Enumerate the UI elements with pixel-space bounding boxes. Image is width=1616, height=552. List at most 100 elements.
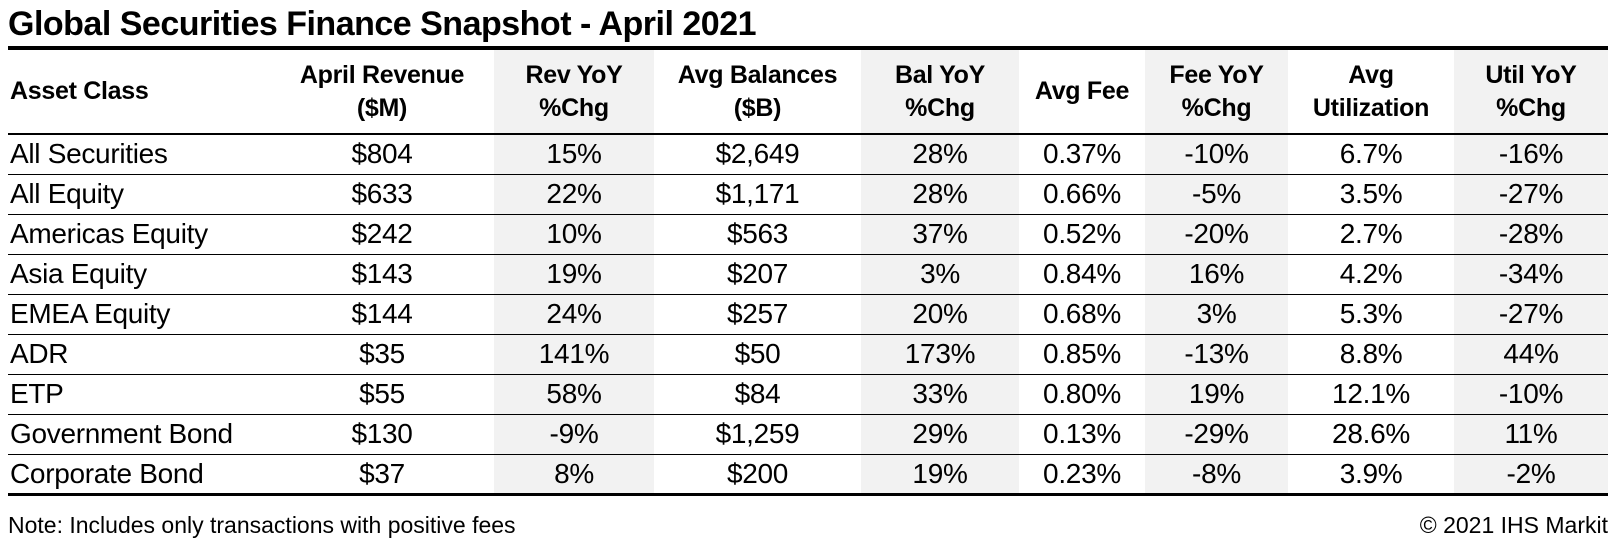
cell-bal-yoy: 19%	[861, 454, 1019, 494]
table-row-etp: ETP $55 58% $84 33% 0.80% 19% 12.1% -10%	[8, 374, 1608, 414]
footer: Note: Includes only transactions with po…	[8, 496, 1608, 552]
cell-rev-yoy: 141%	[494, 334, 654, 374]
cell-util-yoy: -10%	[1454, 374, 1608, 414]
cell-asset-class: Americas Equity	[10, 218, 208, 249]
cell-avg-fee: 0.85%	[1043, 338, 1121, 369]
page-title: Global Securities Finance Snapshot - Apr…	[8, 0, 1608, 50]
cell-util-yoy: -34%	[1454, 254, 1608, 294]
cell-rev-yoy: 8%	[494, 454, 654, 494]
cell-asset-class: ETP	[10, 378, 64, 409]
copyright-notice: © 2021 IHS Markit	[1419, 512, 1608, 539]
cell-revenue: $37	[359, 457, 405, 489]
cell-balances: $84	[734, 378, 781, 409]
table-row-all-equity: All Equity $633 22% $1,171 28% 0.66% -5%…	[8, 174, 1608, 214]
cell-balances: $257	[726, 298, 789, 329]
cell-revenue: $804	[351, 138, 413, 170]
cell-balances: $563	[726, 218, 789, 249]
col-header-avg-utilization: Avg Utilization	[1312, 60, 1430, 122]
cell-revenue: $55	[359, 378, 405, 409]
cell-asset-class: All Securities	[10, 138, 168, 170]
cell-revenue: $242	[351, 218, 413, 249]
cell-bal-yoy: 33%	[861, 374, 1019, 414]
cell-rev-yoy: -9%	[494, 414, 654, 454]
cell-asset-class: Corporate Bond	[10, 457, 204, 489]
cell-revenue: $633	[351, 178, 413, 209]
col-header-asset-class: Asset Class	[10, 77, 149, 105]
col-header-rev-yoy: Rev YoY %Chg	[494, 50, 654, 134]
cell-rev-yoy: 15%	[494, 134, 654, 174]
cell-fee-yoy: -20%	[1145, 214, 1288, 254]
cell-asset-class: Asia Equity	[10, 258, 147, 289]
cell-avg-utilization: 3.9%	[1339, 457, 1403, 489]
securities-finance-table: Asset Class April Revenue ($M) Rev YoY %Ch…	[8, 50, 1608, 496]
cell-util-yoy: -28%	[1454, 214, 1608, 254]
cell-fee-yoy: -8%	[1145, 454, 1288, 494]
cell-fee-yoy: 19%	[1145, 374, 1288, 414]
cell-fee-yoy: -5%	[1145, 174, 1288, 214]
cell-revenue: $144	[351, 298, 413, 329]
cell-avg-utilization: 12.1%	[1332, 378, 1410, 409]
cell-avg-utilization: 2.7%	[1339, 218, 1403, 249]
cell-avg-fee: 0.66%	[1043, 178, 1121, 209]
col-header-april-revenue: April Revenue ($M)	[299, 60, 465, 122]
table-row-asia-equity: Asia Equity $143 19% $207 3% 0.84% 16% 4…	[8, 254, 1608, 294]
cell-avg-fee: 0.68%	[1043, 298, 1121, 329]
cell-bal-yoy: 29%	[861, 414, 1019, 454]
col-header-fee-yoy: Fee YoY %Chg	[1145, 50, 1288, 134]
cell-avg-utilization: 5.3%	[1339, 298, 1403, 329]
header-row: Asset Class April Revenue ($M) Rev YoY %Ch…	[8, 50, 1608, 134]
cell-avg-utilization: 6.7%	[1339, 138, 1403, 170]
col-header-avg-fee: Avg Fee	[1034, 77, 1130, 105]
cell-util-yoy: -2%	[1454, 454, 1608, 494]
cell-bal-yoy: 28%	[861, 174, 1019, 214]
footnote: Note: Includes only transactions with po…	[8, 512, 516, 539]
cell-balances: $1,171	[715, 178, 800, 209]
cell-avg-fee: 0.80%	[1043, 378, 1121, 409]
cell-balances: $2,649	[715, 138, 800, 170]
cell-avg-fee: 0.52%	[1043, 218, 1121, 249]
cell-asset-class: Government Bond	[10, 418, 233, 449]
cell-rev-yoy: 19%	[494, 254, 654, 294]
cell-util-yoy: 11%	[1454, 414, 1608, 454]
cell-avg-fee: 0.23%	[1043, 457, 1121, 489]
cell-balances: $200	[726, 457, 789, 489]
cell-avg-fee: 0.37%	[1043, 138, 1121, 170]
cell-util-yoy: -16%	[1454, 134, 1608, 174]
table-row-emea-equity: EMEA Equity $144 24% $257 20% 0.68% 3% 5…	[8, 294, 1608, 334]
cell-avg-utilization: 4.2%	[1339, 258, 1403, 289]
table-row-adr: ADR $35 141% $50 173% 0.85% -13% 8.8% 44…	[8, 334, 1608, 374]
cell-avg-fee: 0.84%	[1043, 258, 1121, 289]
cell-asset-class: All Equity	[10, 178, 124, 209]
cell-balances: $50	[734, 338, 781, 369]
cell-bal-yoy: 28%	[861, 134, 1019, 174]
col-header-bal-yoy: Bal YoY %Chg	[861, 50, 1019, 134]
cell-revenue: $130	[351, 418, 413, 449]
col-header-util-yoy: Util YoY %Chg	[1454, 50, 1608, 134]
cell-avg-fee: 0.13%	[1043, 418, 1121, 449]
cell-rev-yoy: 24%	[494, 294, 654, 334]
table-row-corporate-bond: Corporate Bond $37 8% $200 19% 0.23% -8%…	[8, 454, 1608, 494]
cell-fee-yoy: -29%	[1145, 414, 1288, 454]
cell-fee-yoy: 16%	[1145, 254, 1288, 294]
cell-fee-yoy: 3%	[1145, 294, 1288, 334]
cell-rev-yoy: 10%	[494, 214, 654, 254]
cell-util-yoy: -27%	[1454, 294, 1608, 334]
cell-asset-class: EMEA Equity	[10, 298, 171, 329]
cell-balances: $207	[726, 258, 789, 289]
cell-rev-yoy: 22%	[494, 174, 654, 214]
table-row-all-securities: All Securities $804 15% $2,649 28% 0.37%…	[8, 134, 1608, 174]
cell-util-yoy: 44%	[1454, 334, 1608, 374]
table-row-government-bond: Government Bond $130 -9% $1,259 29% 0.13…	[8, 414, 1608, 454]
cell-fee-yoy: -10%	[1145, 134, 1288, 174]
cell-revenue: $143	[351, 258, 413, 289]
cell-avg-utilization: 8.8%	[1339, 338, 1403, 369]
table-row-americas-equity: Americas Equity $242 10% $563 37% 0.52% …	[8, 214, 1608, 254]
cell-bal-yoy: 3%	[861, 254, 1019, 294]
cell-avg-utilization: 28.6%	[1332, 418, 1410, 449]
col-header-avg-balances: Avg Balances ($B)	[677, 60, 838, 122]
cell-fee-yoy: -13%	[1145, 334, 1288, 374]
cell-rev-yoy: 58%	[494, 374, 654, 414]
cell-bal-yoy: 20%	[861, 294, 1019, 334]
cell-revenue: $35	[359, 338, 405, 369]
